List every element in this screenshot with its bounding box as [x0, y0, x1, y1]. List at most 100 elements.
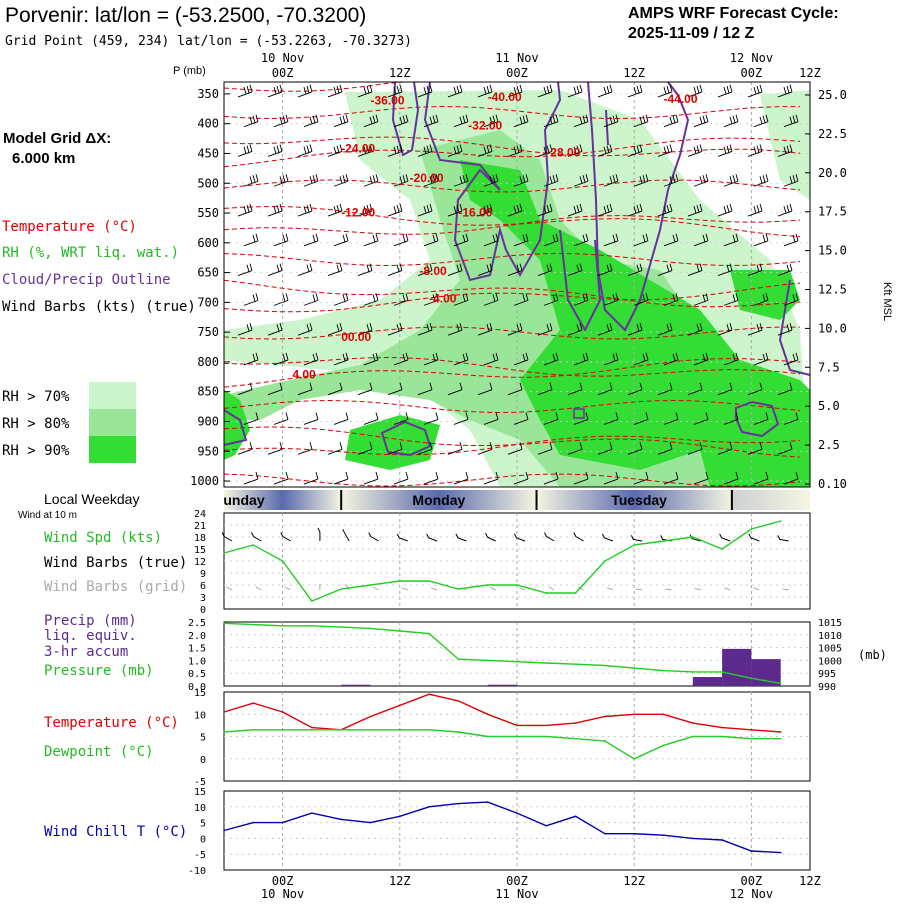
wind-barb — [423, 233, 439, 247]
wind-barb — [363, 114, 379, 128]
wind-barb — [633, 471, 649, 485]
wind-barb — [717, 84, 733, 98]
wind-chill-line-point — [779, 851, 782, 854]
wind-barb — [303, 233, 319, 247]
temperature-line-point — [252, 702, 255, 704]
wind-speed-line — [223, 520, 781, 602]
wind-barb — [537, 382, 553, 396]
wind-barb — [747, 322, 763, 336]
wind-barb — [573, 471, 589, 485]
wind-barb-grid — [635, 588, 643, 591]
wind-barb — [783, 233, 799, 247]
bottom-time-label: 12Z — [389, 874, 411, 888]
wind-barb — [357, 144, 373, 157]
panel-tick-label: 1.5 — [188, 644, 206, 655]
rh-region — [460, 160, 810, 487]
wind-barb — [363, 293, 379, 306]
wind-barb — [717, 382, 733, 396]
temperature-contour — [223, 136, 801, 157]
wind-speed-line-point — [692, 536, 694, 538]
wind-barb — [453, 174, 469, 187]
pressure-line-point — [750, 677, 753, 680]
temperature-label: -4.00 — [429, 291, 457, 305]
wind-barb — [753, 174, 769, 187]
wind-barb-grid — [577, 586, 584, 591]
wind-barb — [573, 174, 589, 187]
wind-barb — [663, 471, 679, 485]
wind-barb — [723, 114, 739, 128]
wind-chill-line-point — [281, 821, 284, 824]
height-axis-label: Kft MSL — [881, 282, 893, 321]
panel-tick-label: 15 — [194, 545, 206, 556]
temperature-line-point — [574, 722, 577, 724]
wind-barb — [477, 263, 493, 277]
cloud-outline-path — [559, 229, 602, 333]
wind-barb — [273, 352, 289, 366]
precip-bar — [341, 684, 371, 686]
legend-precip-accum: 3-hr accum — [44, 644, 128, 660]
wind-barb — [753, 352, 769, 366]
height-tick-label: 2.5 — [818, 438, 840, 452]
pressure-tick-label: 995 — [818, 669, 836, 680]
station-title: Porvenir: lat/lon = (-53.2500, -70.3200) — [5, 4, 366, 27]
wind-barb — [327, 442, 343, 455]
wind-speed-line-point — [486, 584, 489, 586]
wind-chill-line-point — [223, 829, 225, 832]
wind-barb — [783, 293, 799, 306]
wind-barb-true — [601, 533, 614, 542]
wind-barb — [603, 233, 619, 247]
cloud-outline-path — [223, 409, 248, 446]
wind-barb — [603, 174, 619, 187]
temperature-contour — [223, 137, 801, 168]
legend-pressure: Pressure (mb) — [44, 663, 154, 679]
pressure-line-point — [281, 625, 284, 627]
wind-barb — [483, 174, 499, 187]
wind-barb — [243, 174, 259, 187]
wind-barb — [453, 293, 469, 306]
wind-barb — [597, 322, 613, 336]
wind-speed-line-point — [545, 592, 548, 594]
wind-barb — [303, 293, 319, 306]
temperature-panel: -5 0 5 10 15 — [194, 688, 811, 788]
precip-bar — [487, 684, 517, 686]
wind-barb — [243, 233, 259, 247]
temperature-contour — [223, 435, 801, 456]
pressure-tick-label: 950 — [197, 444, 219, 458]
pressure-line-point — [399, 630, 401, 632]
top-time-label: 00Z — [272, 66, 294, 80]
grid-spacing-label: Model Grid ΔX: — [3, 130, 111, 147]
wind-barb — [507, 84, 523, 98]
rh90-label: RH > 90% — [2, 443, 70, 459]
temperature-contour — [223, 356, 801, 377]
height-tick-label: 15.0 — [818, 244, 847, 258]
wind-barb — [417, 442, 433, 455]
wind-chill-line-point — [750, 850, 753, 852]
wind-barb — [567, 382, 583, 396]
wind-barb — [363, 352, 379, 366]
wind-barb — [363, 412, 379, 425]
legend-wind-speed: Wind Spd (kts) — [44, 530, 162, 546]
legend-precip: Precip (mm) — [44, 613, 137, 629]
wind-barb — [633, 352, 649, 366]
wind-barb — [507, 322, 523, 336]
wind-chill-line-point — [662, 834, 665, 837]
xs-wind-barbs — [237, 84, 799, 485]
wind-barb — [453, 233, 469, 247]
pressure-line-point — [223, 622, 225, 625]
wind-barb — [663, 233, 679, 247]
wind-speed-line-point — [340, 588, 343, 590]
wind-barb — [567, 203, 583, 217]
temperature-contour — [223, 326, 800, 340]
wind-barb-true — [719, 533, 731, 542]
wind-barb — [777, 203, 793, 217]
wind-height-label: Wind at 10 m — [18, 510, 77, 521]
wind-barb — [483, 233, 499, 247]
temperature-contour — [223, 282, 801, 313]
dewpoint-line-point — [428, 729, 430, 731]
wind-barb — [657, 382, 673, 396]
wind-speed-line-point — [633, 544, 635, 546]
temperature-line-point — [633, 713, 635, 716]
cloud-outline-path — [423, 81, 562, 282]
temperature-labels: -36.00 -40.00 -44.00 -32.00 -24.00 -28.00 -20.… — [292, 90, 697, 382]
